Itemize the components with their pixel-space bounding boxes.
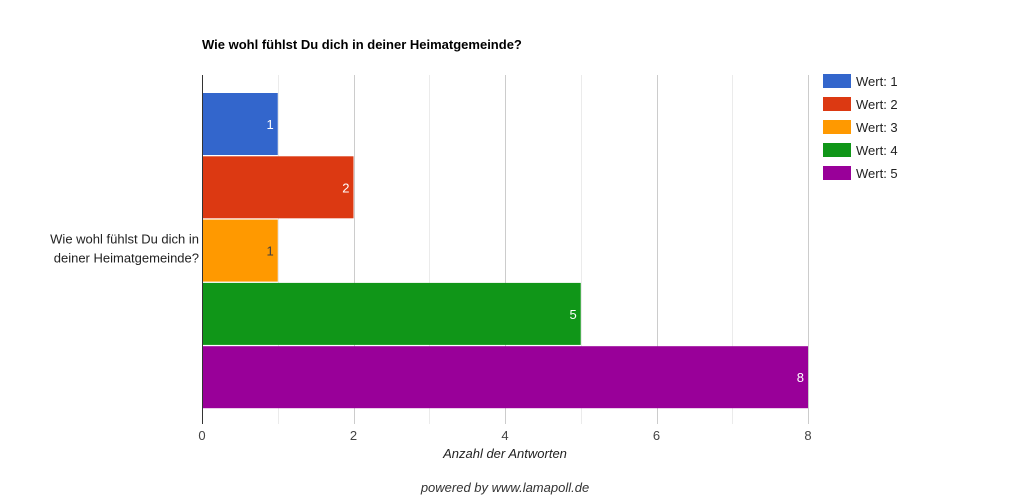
legend-label: Wert: 4 bbox=[856, 143, 898, 158]
legend-label: Wert: 5 bbox=[856, 166, 898, 181]
x-tick-label: 8 bbox=[804, 428, 811, 443]
x-tick-label: 6 bbox=[653, 428, 660, 443]
legend-label: Wert: 1 bbox=[856, 74, 898, 89]
legend-swatch bbox=[823, 74, 851, 88]
bar-data-label: 2 bbox=[342, 180, 349, 195]
bar-data-label: 1 bbox=[267, 117, 274, 132]
footer-credit: powered by www.lamapoll.de bbox=[420, 480, 589, 495]
bar-data-label: 1 bbox=[267, 244, 274, 259]
bar-data-labels: 1 2 1 5 8 bbox=[267, 117, 804, 385]
chart-title: Wie wohl fühlst Du dich in deiner Heimat… bbox=[202, 37, 522, 52]
legend-swatch bbox=[823, 97, 851, 111]
legend-label: Wert: 3 bbox=[856, 120, 898, 135]
x-axis-ticks: 0 2 4 6 8 bbox=[198, 428, 811, 443]
legend: Wert: 1 Wert: 2 Wert: 3 Wert: 4 Wert: 5 bbox=[823, 74, 898, 181]
x-axis-label: Anzahl der Antworten bbox=[442, 446, 567, 461]
grid-lines bbox=[202, 75, 809, 424]
legend-label: Wert: 2 bbox=[856, 97, 898, 112]
x-tick-label: 4 bbox=[501, 428, 508, 443]
category-label: Wie wohl fühlst Du dich in deiner Heimatg… bbox=[50, 232, 199, 266]
legend-swatch bbox=[823, 143, 851, 157]
bar-wert-3 bbox=[202, 219, 278, 282]
bar-data-label: 5 bbox=[570, 307, 577, 322]
bar-wert-5 bbox=[202, 346, 808, 409]
bar-wert-4 bbox=[202, 282, 581, 345]
bar-wert-2 bbox=[202, 156, 354, 219]
bar-data-label: 8 bbox=[797, 370, 804, 385]
bar-wert-1 bbox=[202, 93, 278, 155]
x-tick-label: 0 bbox=[198, 428, 205, 443]
x-tick-label: 2 bbox=[350, 428, 357, 443]
legend-swatch bbox=[823, 120, 851, 134]
legend-swatch bbox=[823, 166, 851, 180]
bars bbox=[202, 93, 808, 409]
